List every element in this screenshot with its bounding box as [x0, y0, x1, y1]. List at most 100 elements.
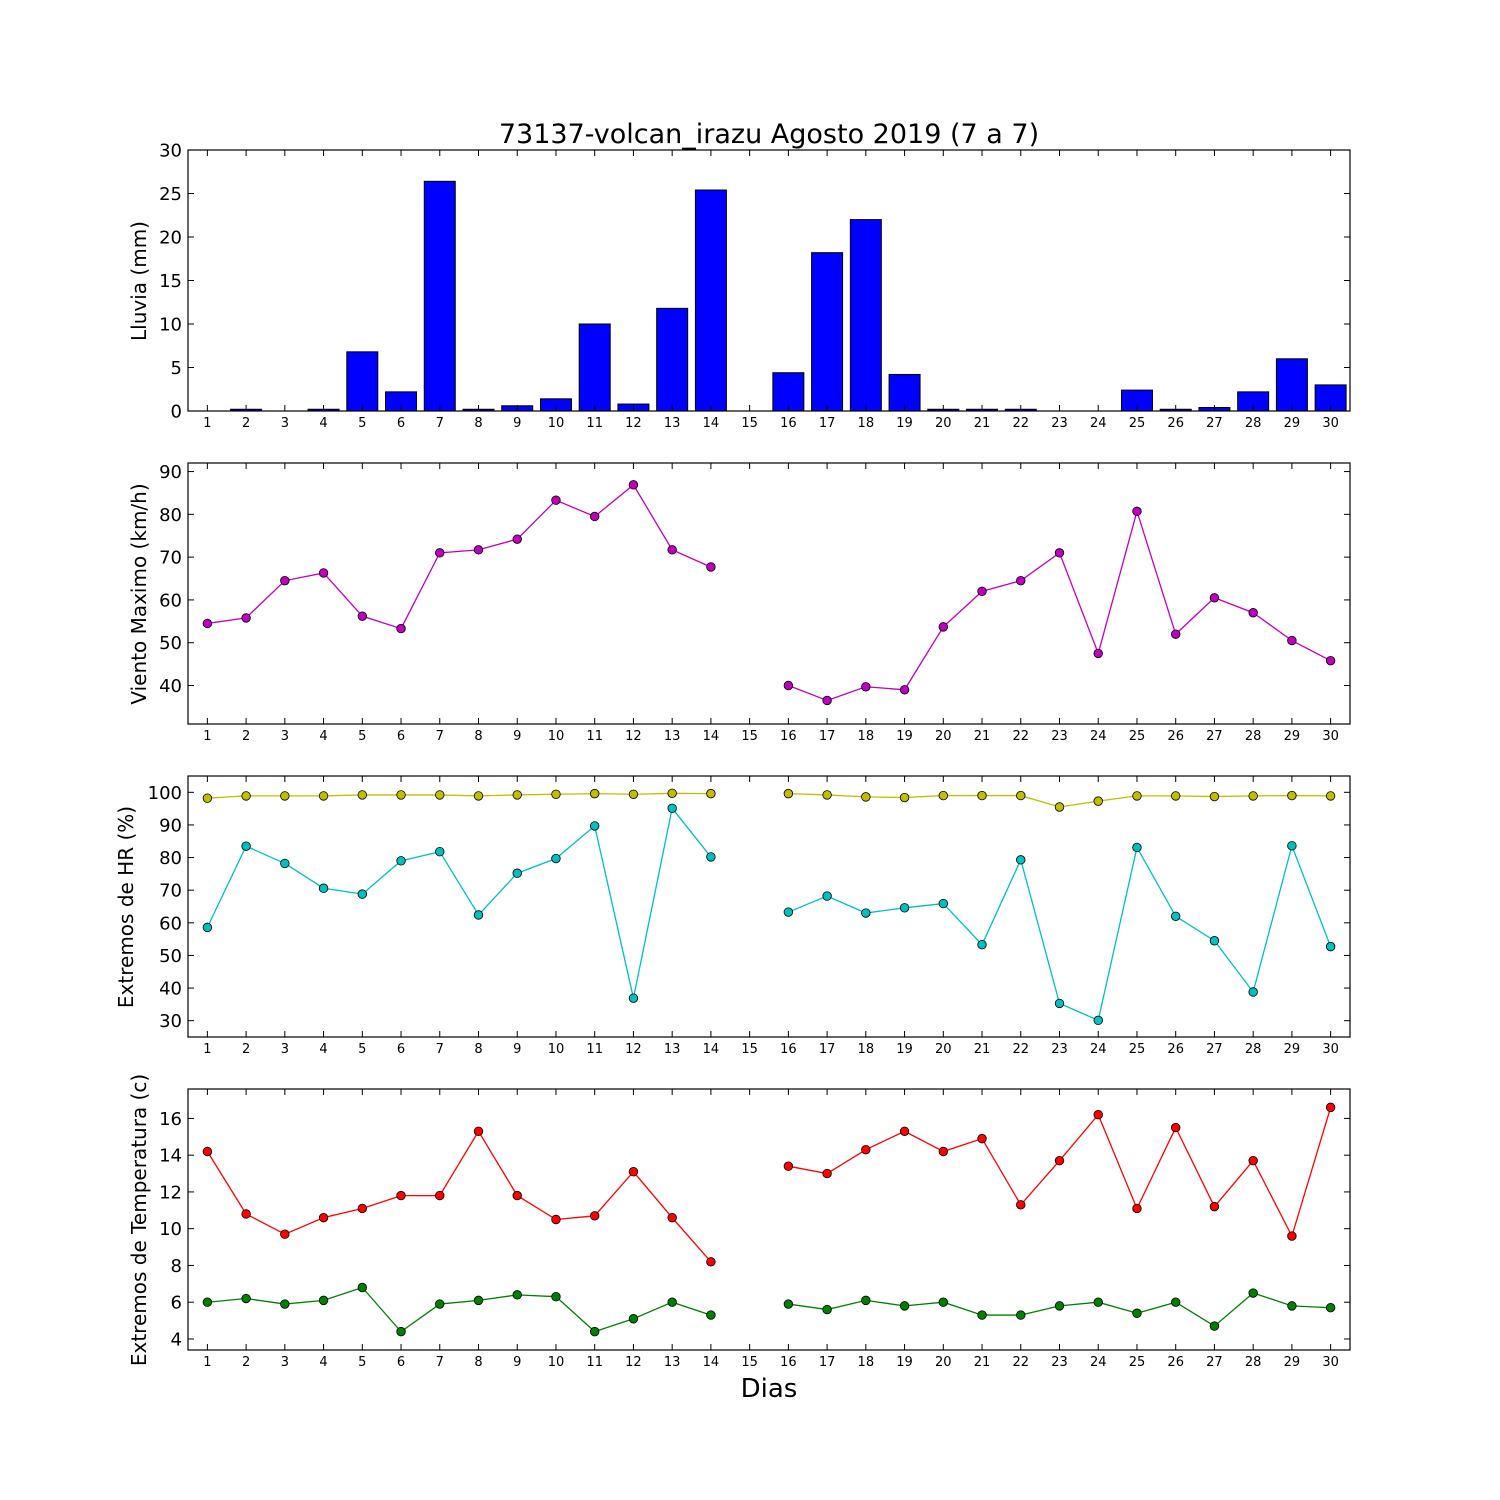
humidity-series-1-point-day-25	[1132, 791, 1142, 801]
wind-ylabel: Viento Maximo (km/h)	[127, 483, 151, 704]
temperature-xtick-label-26: 26	[1167, 1355, 1184, 1370]
rain-bar-day-18	[849, 219, 882, 412]
rain-bar-day-14	[694, 189, 727, 412]
humidity-series-2-point-day-19	[899, 903, 910, 913]
panel-humidity: Extremos de HR (%)	[114, 806, 138, 1008]
humidity-xtick-label-8: 8	[474, 1042, 482, 1057]
temperature-xtick-label-3: 3	[281, 1355, 289, 1370]
humidity-series-1-point-day-18	[861, 792, 871, 802]
rain-xtick-label-14: 14	[703, 416, 720, 431]
temperature-series-2-point-day-12	[628, 1314, 639, 1324]
rain-xtick-label-22: 22	[1012, 416, 1029, 431]
humidity-series-2-point-day-17	[822, 891, 832, 901]
temperature-series-2-point-day-27	[1209, 1321, 1220, 1331]
humidity-series-1-point-day-5	[357, 790, 368, 800]
temperature-series-1-point-day-22	[1016, 1200, 1026, 1210]
temperature-xtick-label-22: 22	[1012, 1355, 1029, 1370]
temperature-xtick-label-18: 18	[858, 1355, 875, 1370]
humidity-ytick-label-100: 100	[148, 783, 182, 804]
temperature-series-2-point-day-7	[435, 1299, 445, 1309]
temperature-xtick-label-5: 5	[358, 1355, 366, 1370]
temperature-series-1-point-day-30	[1325, 1102, 1336, 1113]
wind-xtick-label-5: 5	[358, 729, 366, 744]
humidity-xtick-label-18: 18	[858, 1042, 875, 1057]
temperature-series-2-point-day-9	[512, 1290, 522, 1300]
wind-ytick-label-60: 60	[159, 590, 182, 611]
wind-series-1-point-day-5	[357, 611, 368, 621]
humidity-series-2-point-day-9	[512, 868, 522, 878]
chart-title: 73137-volcan_irazu Agosto 2019 (7 a 7)	[499, 119, 1039, 150]
wind-series-1-point-day-20	[938, 622, 949, 632]
temperature-series-2-point-day-26	[1170, 1297, 1181, 1307]
temperature-series-2-point-day-14	[706, 1310, 716, 1320]
rain-xtick-label-13: 13	[664, 416, 681, 431]
rain-xtick-label-4: 4	[319, 416, 327, 431]
wind-series-1-point-day-17	[822, 695, 832, 706]
humidity-series-1-point-day-12	[628, 789, 639, 799]
temperature-series-1-point-day-21	[977, 1133, 987, 1144]
wind-series-1-point-day-25	[1132, 506, 1142, 517]
temperature-series-2-point-day-23	[1054, 1301, 1065, 1311]
temperature-series-1-point-day-16	[783, 1161, 794, 1171]
wind-series-1-point-day-6	[396, 623, 406, 634]
rain-ytick-label-10: 10	[159, 315, 182, 336]
humidity-series-2-point-day-28	[1248, 987, 1258, 997]
rain-xtick-label-29: 29	[1284, 416, 1301, 431]
wind-xtick-label-4: 4	[319, 729, 327, 744]
wind-series-1-point-day-23	[1054, 548, 1065, 558]
humidity-xtick-label-2: 2	[242, 1042, 250, 1057]
temperature-series-1-point-day-24	[1093, 1110, 1103, 1120]
humidity-series-2-point-day-30	[1325, 941, 1336, 952]
wind-series-1-line-2	[788, 509, 1331, 702]
temperature-series-1-point-day-1	[202, 1146, 213, 1157]
wind-xtick-label-17: 17	[819, 729, 836, 744]
temperature-series-2-point-day-1	[202, 1297, 213, 1307]
humidity-xtick-label-3: 3	[281, 1042, 289, 1057]
humidity-xtick-label-20: 20	[935, 1042, 952, 1057]
rain-xtick-label-15: 15	[741, 416, 758, 431]
rain-xtick-label-27: 27	[1206, 416, 1223, 431]
humidity-series-2-point-day-10	[551, 853, 561, 864]
humidity-ytick-label-80: 80	[159, 848, 182, 869]
humidity-series-2-point-day-6	[396, 856, 406, 866]
temperature-series-2-point-day-25	[1132, 1308, 1142, 1318]
temperature-xtick-label-11: 11	[586, 1355, 603, 1370]
wind-xtick-label-13: 13	[664, 729, 681, 744]
temperature-series-1-point-day-11	[590, 1211, 600, 1221]
humidity-series-1-point-day-29	[1287, 790, 1297, 801]
humidity-series-1-point-day-26	[1170, 791, 1181, 801]
temperature-xtick-label-27: 27	[1206, 1355, 1223, 1370]
wind-xtick-label-22: 22	[1012, 729, 1029, 744]
humidity-xtick-label-28: 28	[1245, 1042, 1262, 1057]
temperature-series-1-point-day-18	[861, 1144, 871, 1155]
humidity-xtick-label-14: 14	[703, 1042, 720, 1057]
rain-xtick-label-6: 6	[397, 416, 405, 431]
rain-ytick-label-30: 30	[159, 141, 182, 162]
humidity-ytick-label-90: 90	[159, 815, 182, 836]
wind-series-1-point-day-3	[280, 575, 290, 586]
temperature-ytick-label-16: 16	[159, 1109, 182, 1130]
temperature-series-2-point-day-22	[1016, 1310, 1026, 1320]
wind-series-1-point-day-10	[551, 495, 561, 505]
wind-series-1-line-1	[207, 483, 712, 630]
temperature-series-2-point-day-29	[1287, 1301, 1297, 1311]
rain-xtick-label-11: 11	[586, 416, 603, 431]
temperature-series-1-point-day-8	[473, 1126, 484, 1136]
rain-ytick-label-20: 20	[159, 228, 182, 249]
wind-series-1-point-day-8	[473, 545, 484, 555]
temperature-series-1-point-day-10	[551, 1214, 561, 1225]
temperature-series-1-point-day-6	[396, 1190, 406, 1201]
wind-series-1-point-day-7	[435, 548, 445, 558]
temperature-series-2-point-day-4	[318, 1295, 329, 1306]
humidity-xtick-label-4: 4	[319, 1042, 327, 1057]
wind-xtick-label-21: 21	[974, 729, 991, 744]
temperature-series-2-point-day-30	[1325, 1303, 1336, 1313]
humidity-ytick-label-60: 60	[159, 913, 182, 934]
humidity-series-2-point-day-23	[1054, 998, 1065, 1009]
humidity-series-2-point-day-27	[1209, 936, 1220, 946]
temperature-plot: 1 2 3 4 5 6 7 8 9 10 11 12 13 14 15 16 17 18 19 20 21 22 23 24 2…	[159, 1088, 1351, 1370]
humidity-series-2-point-day-12	[628, 993, 639, 1003]
humidity-xtick-label-24: 24	[1090, 1042, 1107, 1057]
wind-xtick-label-29: 29	[1284, 729, 1301, 744]
